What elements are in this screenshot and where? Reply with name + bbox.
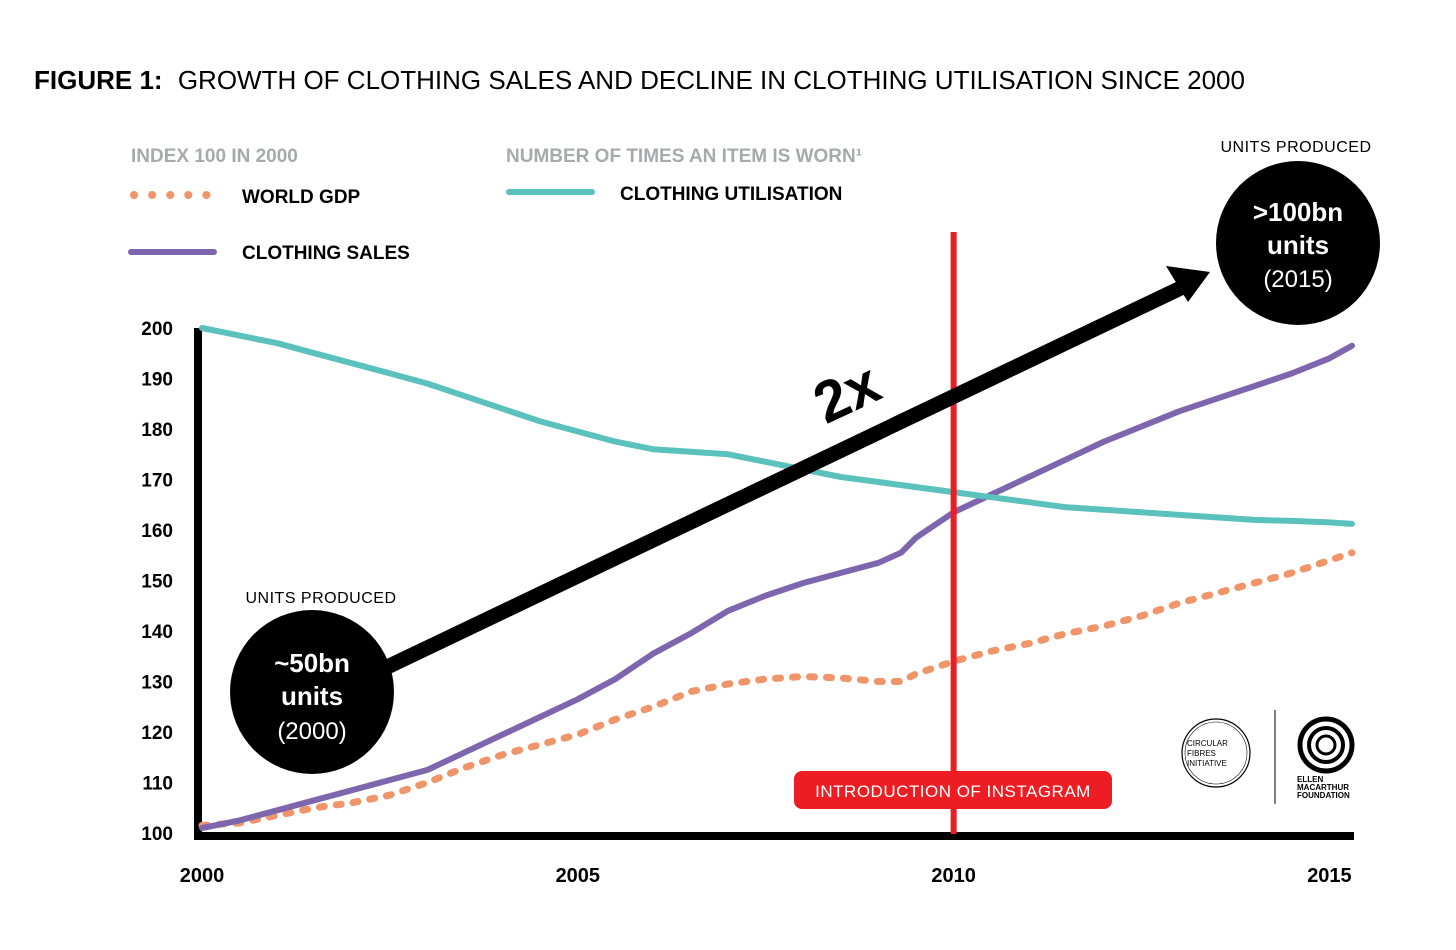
- end-units-unit: units: [1267, 230, 1329, 260]
- cfi-logo-line1: CIRCULAR: [1187, 739, 1228, 748]
- legend-label-utilisation: CLOTHING UTILISATION: [620, 184, 842, 205]
- end-units-value: >100bn: [1253, 197, 1343, 227]
- emf-logo-line1: ELLEN: [1297, 775, 1323, 784]
- cfi-logo-line2: FIBRES: [1187, 749, 1216, 758]
- cfi-logo-ring: [1181, 718, 1251, 788]
- legend-label-gdp: WORLD GDP: [242, 187, 361, 208]
- series-layer: [198, 325, 1356, 831]
- y-tick-label: 150: [141, 572, 173, 593]
- chart-title-figure: FIGURE 1:: [34, 65, 163, 95]
- legend-label-sales: CLOTHING SALES: [242, 243, 410, 264]
- instagram-label-text: INTRODUCTION OF INSTAGRAM: [815, 782, 1091, 801]
- cfi-logo-ring-inner: [1184, 721, 1248, 785]
- growth-arrow-label: 2x: [804, 350, 890, 436]
- end-units-circle: [1216, 161, 1380, 325]
- cfi-logo-line3: INITIATIVE: [1187, 759, 1227, 768]
- end-units-year: (2015): [1263, 266, 1332, 293]
- start-units-circle: [230, 610, 394, 774]
- instagram-label: INTRODUCTION OF INSTAGRAM: [794, 771, 1112, 809]
- start-units-unit: units: [281, 681, 343, 711]
- end-units-caption: UNITS PRODUCED: [1220, 139, 1371, 156]
- series-line-sales: [199, 342, 1355, 831]
- axes: [194, 328, 1354, 840]
- x-tick-labels: 2000 2005 2010 2015: [180, 865, 1352, 887]
- y-tick-label: 170: [141, 471, 173, 492]
- y-tick-label: 120: [141, 723, 173, 744]
- y-tick-label: 130: [141, 673, 173, 694]
- start-units-value: ~50bn: [274, 648, 350, 678]
- x-tick-label: 2015: [1307, 865, 1352, 887]
- legend-heading-times-worn: NUMBER OF TIMES AN ITEM IS WORN¹: [506, 146, 862, 167]
- start-units-year: (2000): [277, 718, 346, 745]
- y-tick-label: 200: [141, 319, 173, 340]
- legend: INDEX 100 IN 2000 NUMBER OF TIMES AN ITE…: [128, 146, 862, 264]
- x-tick-label: 2000: [180, 865, 225, 887]
- emf-logo-ring-middle: [1307, 726, 1345, 764]
- instagram-label-box: [794, 771, 1112, 809]
- growth-arrow-head: [1166, 266, 1210, 302]
- x-tick-label: 2010: [931, 865, 976, 887]
- emf-logo-line3: FOUNDATION: [1297, 791, 1350, 800]
- series-line-gdp: [198, 549, 1356, 829]
- y-tick-label: 190: [141, 370, 173, 391]
- y-tick-label: 110: [142, 774, 173, 795]
- start-units-caption: UNITS PRODUCED: [245, 590, 396, 607]
- series-line-utilisation: [199, 325, 1355, 527]
- emf-logo: ELLEN MACARTHUR FOUNDATION: [1297, 716, 1355, 800]
- y-tick-label: 100: [141, 824, 173, 845]
- y-tick-labels: 200 190 180 170 160 150 140 130 120 110 100: [141, 319, 173, 845]
- emf-logo-ring-inner: [1315, 734, 1337, 756]
- legend-heading-index: INDEX 100 IN 2000: [131, 146, 298, 167]
- start-units-bubble: UNITS PRODUCED ~50bn units (2000): [230, 590, 396, 774]
- emf-logo-line2: MACARTHUR: [1297, 783, 1349, 792]
- growth-arrow-shaft: [356, 279, 1189, 687]
- growth-arrow: 2x: [356, 266, 1210, 687]
- emf-logo-ring-outer: [1297, 716, 1355, 774]
- y-tick-label: 160: [141, 521, 173, 542]
- end-units-bubble: UNITS PRODUCED >100bn units (2015): [1216, 139, 1380, 325]
- x-tick-label: 2005: [556, 865, 601, 887]
- chart-title: FIGURE 1: GROWTH OF CLOTHING SALES AND D…: [34, 65, 1245, 95]
- y-tick-label: 180: [141, 420, 173, 441]
- y-tick-label: 140: [141, 622, 173, 643]
- chart-title-text: GROWTH OF CLOTHING SALES AND DECLINE IN …: [178, 65, 1245, 95]
- cfi-logo: CIRCULAR FIBRES INITIATIVE: [1181, 718, 1251, 788]
